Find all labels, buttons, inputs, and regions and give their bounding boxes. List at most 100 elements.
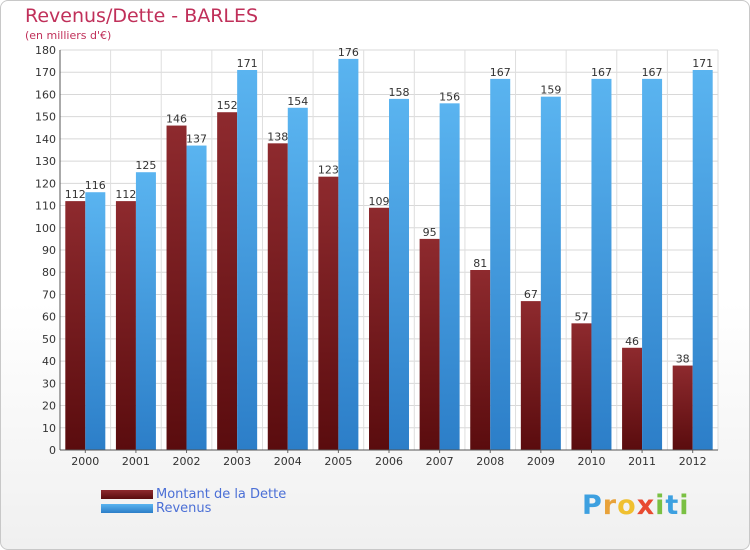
y-tick-label: 20: [42, 400, 56, 413]
bar-revenus: [389, 98, 409, 450]
logo-letter: r: [602, 490, 618, 521]
data-label-debt: 57: [574, 310, 588, 323]
bar-debt: [571, 323, 592, 450]
bar-debt: [217, 112, 238, 450]
data-label-debt: 81: [473, 257, 487, 270]
bar-debt: [672, 365, 693, 450]
logo-letter: P: [582, 490, 603, 521]
data-label-revenus: 125: [135, 159, 156, 172]
legend-item-debt: Montant de la Dette: [101, 486, 287, 502]
x-tick-label: 2010: [577, 455, 605, 468]
data-label-debt: 146: [166, 113, 187, 126]
bar-revenus: [591, 78, 612, 450]
data-label-debt: 112: [65, 188, 86, 201]
data-label-debt: 67: [524, 288, 538, 301]
bar-debt: [318, 176, 339, 450]
bar-revenus: [490, 78, 511, 450]
data-label-revenus: 171: [237, 57, 258, 70]
bar-debt: [65, 201, 86, 450]
x-tick-label: 2000: [71, 455, 99, 468]
y-tick-label: 40: [42, 355, 56, 368]
bar-revenus: [186, 145, 207, 451]
data-label-revenus: 154: [287, 95, 308, 108]
bar-debt: [267, 143, 288, 451]
data-label-revenus: 167: [490, 66, 511, 79]
data-label-revenus: 176: [338, 46, 359, 59]
x-tick-label: 2009: [527, 455, 555, 468]
bar-revenus: [85, 192, 106, 450]
bar-debt: [622, 347, 643, 450]
legend-label-debt: Montant de la Dette: [156, 486, 287, 502]
logo-letter: o: [617, 490, 637, 521]
logo-letter: i: [655, 490, 666, 521]
legend-item-revenus: Revenus: [101, 500, 212, 516]
x-tick-label: 2002: [173, 455, 201, 468]
y-tick-label: 50: [42, 333, 56, 346]
bar-debt: [115, 201, 136, 450]
x-tick-label: 2007: [426, 455, 454, 468]
data-label-debt: 109: [369, 195, 390, 208]
data-label-debt: 95: [423, 226, 437, 239]
y-tick-label: 90: [42, 244, 56, 257]
bar-revenus: [642, 78, 663, 450]
legend-swatch-revenus: [101, 503, 153, 513]
y-tick-label: 120: [35, 177, 56, 190]
x-tick-label: 2003: [223, 455, 251, 468]
bar-debt: [419, 238, 440, 450]
bar-debt: [470, 270, 491, 450]
y-tick-label: 160: [35, 88, 56, 101]
x-tick-label: 2012: [679, 455, 707, 468]
bar-revenus: [135, 172, 156, 450]
y-tick-label: 10: [42, 422, 56, 435]
data-label-debt: 138: [267, 130, 288, 143]
logo-letter: t: [665, 490, 680, 521]
bar-revenus: [338, 58, 359, 451]
data-label-revenus: 167: [591, 66, 612, 79]
data-label-revenus: 156: [439, 90, 460, 103]
x-tick-label: 2005: [324, 455, 352, 468]
logo-letter: i: [679, 490, 690, 521]
data-label-revenus: 116: [85, 179, 106, 192]
data-label-revenus: 171: [692, 57, 713, 70]
legend-label-revenus: Revenus: [156, 500, 212, 516]
chart-title: Revenus/Dette - BARLES: [25, 5, 259, 27]
bar-revenus: [237, 70, 258, 450]
bar-debt: [166, 125, 187, 451]
bar-revenus: [287, 107, 308, 451]
data-label-debt: 46: [625, 335, 639, 348]
y-tick-label: 60: [42, 311, 56, 324]
x-tick-label: 2006: [375, 455, 403, 468]
logo-letter: x: [636, 490, 656, 521]
y-tick-label: 130: [35, 155, 56, 168]
legend-swatch-debt: [101, 489, 153, 499]
bar-debt: [369, 207, 389, 450]
bar-revenus: [692, 70, 713, 450]
x-tick-label: 2004: [274, 455, 302, 468]
data-label-debt: 38: [676, 353, 690, 366]
chart-subtitle: (en milliers d'€): [25, 29, 112, 42]
y-tick-label: 170: [35, 66, 56, 79]
y-tick-label: 0: [49, 444, 56, 457]
x-tick-label: 2001: [122, 455, 150, 468]
y-tick-label: 100: [35, 222, 56, 235]
bar-revenus: [540, 96, 561, 451]
data-label-debt: 152: [217, 99, 238, 112]
data-label-revenus: 137: [186, 133, 207, 146]
x-tick-label: 2011: [628, 455, 656, 468]
y-tick-label: 70: [42, 288, 56, 301]
data-label-debt: 123: [318, 164, 339, 177]
data-label-debt: 112: [115, 188, 136, 201]
proxiti-logo: Proxiti: [582, 490, 690, 521]
y-tick-label: 80: [42, 266, 56, 279]
data-label-revenus: 159: [540, 84, 561, 97]
y-tick-label: 140: [35, 133, 56, 146]
y-tick-label: 110: [35, 200, 56, 213]
x-tick-label: 2008: [476, 455, 504, 468]
y-tick-label: 150: [35, 111, 56, 124]
data-label-revenus: 167: [642, 66, 663, 79]
data-label-revenus: 158: [389, 86, 410, 99]
y-tick-label: 180: [35, 44, 56, 57]
bar-revenus: [439, 103, 460, 450]
y-tick-label: 30: [42, 377, 56, 390]
